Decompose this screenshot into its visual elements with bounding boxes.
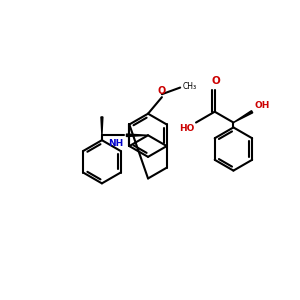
- Text: CH₃: CH₃: [183, 82, 197, 91]
- Text: HO: HO: [179, 124, 194, 134]
- Polygon shape: [233, 111, 253, 122]
- Text: NH: NH: [108, 139, 124, 148]
- Text: OH: OH: [254, 101, 269, 110]
- Polygon shape: [101, 117, 103, 135]
- Polygon shape: [126, 134, 148, 136]
- Text: O: O: [158, 86, 166, 96]
- Text: O: O: [211, 76, 220, 86]
